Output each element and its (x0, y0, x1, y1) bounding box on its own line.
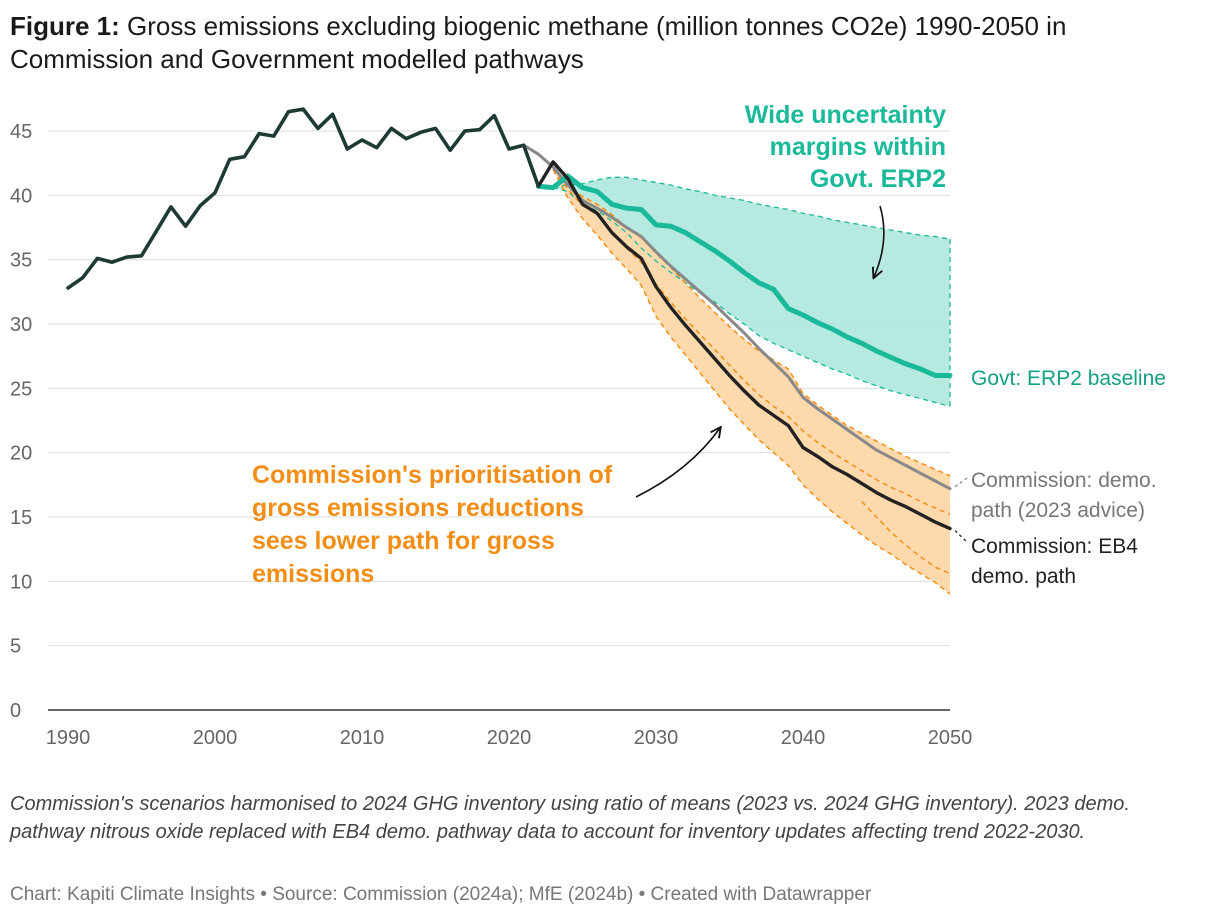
series-line-historic (66, 107, 541, 290)
govt-uncertainty-band (553, 177, 950, 407)
y-tick-label-25: 25 (10, 378, 32, 400)
y-tick-label-20: 20 (10, 443, 32, 465)
x-tick-label-1990: 1990 (46, 727, 91, 749)
y-tick-label-45: 45 (10, 121, 32, 143)
commission-callout-line-2: sees lower path for gross (252, 527, 555, 555)
govt-uncertainty-callout-line-2: Govt. ERP2 (810, 165, 946, 193)
figure-label: Figure 1: (10, 11, 120, 41)
emissions-chart: 0 5 10 15 20 25 30 35 40 45 1990 2000 2010 2020 2030 20… (10, 101, 1166, 749)
label-commission-2023-line-0: Commission: demo. (971, 469, 1157, 492)
y-tick-label-30: 30 (10, 314, 32, 336)
label-commission-2023-line-1: path (2023 advice) (971, 499, 1145, 522)
x-tick-label-2010: 2010 (340, 727, 385, 749)
x-tick-label-2000: 2000 (193, 727, 238, 749)
annotations: Wide uncertainty margins within Govt. ERP2… (252, 101, 1166, 588)
y-tick-label-15: 15 (10, 507, 32, 529)
label-govt-erp2-baseline: Govt: ERP2 baseline (971, 367, 1166, 390)
govt-band-lower-edge (552, 186, 951, 407)
axis-ticks: 0 5 10 15 20 25 30 35 40 45 1990 2000 2010 2020 2030 20… (10, 121, 972, 749)
commission-callout-line-0: Commission's prioritisation of (252, 461, 613, 489)
commission-band-mid-edge (552, 169, 951, 516)
commission-callout-line-1: gross emissions reductions (252, 494, 584, 522)
x-tick-label-2030: 2030 (634, 727, 679, 749)
y-tick-label-40: 40 (10, 185, 32, 207)
commission-band-lower2-edge (861, 501, 951, 575)
series-line-eb4 (536, 160, 952, 531)
commission-callout-line-3: emissions (252, 560, 374, 588)
y-tick-label-10: 10 (10, 571, 32, 593)
commission-callout: Commission's prioritisation of gross emis… (252, 461, 613, 588)
x-tick-label-2040: 2040 (781, 727, 826, 749)
x-tick-label-2050: 2050 (928, 727, 973, 749)
uncertainty-bands (552, 169, 951, 595)
commission-range-band (553, 169, 950, 595)
figure-title-text: Gross emissions excluding biogenic metha… (10, 11, 1067, 74)
x-tick-label-2020: 2020 (487, 727, 532, 749)
govt-callout-arrow (874, 205, 885, 277)
commission-band-lower-edge (552, 169, 951, 595)
label-commission-eb4-line-0: Commission: EB4 (971, 535, 1138, 558)
label-commission-eb4: Commission: EB4 demo. path (971, 535, 1138, 588)
label-commission-2023: Commission: demo. path (2023 advice) (971, 469, 1157, 522)
y-tick-label-35: 35 (10, 250, 32, 272)
connector-eb4 (954, 530, 968, 543)
series-line-govt (535, 173, 953, 378)
chart-note: Commission's scenarios harmonised to 202… (10, 793, 1130, 843)
govt-uncertainty-callout-line-1: margins within (770, 133, 946, 161)
label-commission-eb4-line-1: demo. path (971, 565, 1076, 588)
y-tick-label-5: 5 (10, 636, 21, 658)
connector-commission-2023 (954, 477, 968, 488)
y-tick-label-0: 0 (10, 700, 21, 722)
govt-uncertainty-callout-line-0: Wide uncertainty (745, 101, 946, 129)
govt-uncertainty-callout: Wide uncertainty margins within Govt. ERP2 (745, 101, 946, 193)
series-line-commission_2023 (522, 143, 952, 491)
chart-title: Figure 1: Gross emissions excluding biog… (10, 10, 1200, 76)
commission-callout-arrow (635, 428, 720, 498)
series-lines (66, 107, 953, 531)
chart-credit: Chart: Kapiti Climate Insights • Source:… (10, 884, 872, 905)
